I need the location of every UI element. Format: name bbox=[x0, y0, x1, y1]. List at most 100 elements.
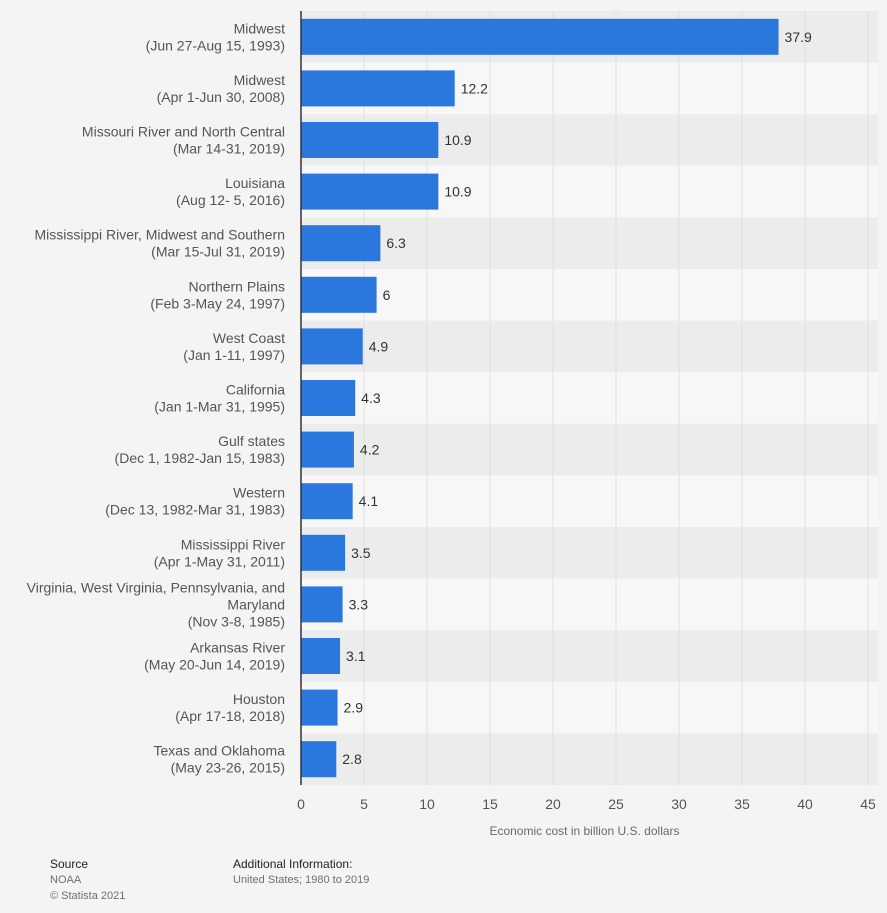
category-label: Western (Dec 13, 1982-Mar 31, 1983) bbox=[105, 485, 285, 518]
bar-chart: 37.9 12.2 10.9 10.9 6.3 6 4.9 4.3 4.2 4.1 3.5 3.3 3.… bbox=[26, 11, 878, 838]
category-label: Virginia, West Virginia, Pennsylvania, a… bbox=[27, 579, 285, 629]
row-band bbox=[301, 475, 878, 527]
category-label: Arkansas River (May 20-Jun 14, 2019) bbox=[144, 640, 285, 673]
value-label: 4.1 bbox=[359, 493, 379, 509]
category-label-line: (Apr 1-Jun 30, 2008) bbox=[157, 89, 285, 105]
category-label-line: (Apr 17-18, 2018) bbox=[175, 708, 285, 724]
x-tick-label: 5 bbox=[360, 796, 368, 812]
additional-info-block: Additional Information: United States; 1… bbox=[233, 856, 369, 888]
bar bbox=[301, 741, 337, 778]
x-tick-label: 25 bbox=[608, 796, 624, 812]
bar bbox=[301, 122, 439, 158]
category-label-line: Maryland bbox=[227, 596, 285, 612]
value-label: 2.9 bbox=[344, 700, 364, 716]
additional-info-heading: Additional Information: bbox=[233, 857, 353, 871]
value-label: 6 bbox=[383, 287, 391, 303]
category-label: Northern Plains (Feb 3-May 24, 1997) bbox=[150, 278, 285, 311]
row-band bbox=[301, 578, 878, 631]
category-label-line: West Coast bbox=[213, 330, 285, 346]
row-band bbox=[301, 269, 878, 321]
bar bbox=[301, 276, 377, 313]
bar bbox=[301, 70, 455, 107]
category-label-line: California bbox=[226, 382, 285, 398]
x-axis-title: Economic cost in billion U.S. dollars bbox=[489, 824, 679, 838]
category-label: West Coast (Jan 1-11, 1997) bbox=[183, 330, 285, 363]
x-tick-label: 35 bbox=[734, 796, 750, 812]
category-label-line: Virginia, West Virginia, Pennsylvania, a… bbox=[27, 579, 285, 595]
value-label: 37.9 bbox=[785, 29, 812, 45]
value-label: 2.8 bbox=[342, 751, 362, 767]
row-band bbox=[301, 527, 878, 579]
x-tick-label: 20 bbox=[545, 796, 561, 812]
row-band bbox=[301, 733, 878, 785]
x-tick-label: 0 bbox=[297, 796, 305, 812]
bar bbox=[301, 328, 363, 365]
category-label-line: Louisiana bbox=[225, 175, 285, 191]
value-label: 10.9 bbox=[444, 184, 471, 200]
row-band bbox=[301, 681, 878, 734]
category-label-line: (Apr 1-May 31, 2011) bbox=[154, 553, 285, 569]
category-label-line: (Dec 1, 1982-Jan 15, 1983) bbox=[115, 450, 285, 466]
row-band bbox=[301, 423, 878, 476]
value-label: 4.3 bbox=[361, 390, 381, 406]
category-label-line: (Dec 13, 1982-Mar 31, 1983) bbox=[105, 502, 285, 518]
category-label: Louisiana (Aug 12- 5, 2016) bbox=[176, 175, 285, 208]
category-label: Gulf states (Dec 1, 1982-Jan 15, 1983) bbox=[115, 433, 285, 466]
x-axis-ticks: 0 5 10 15 20 25 30 35 40 45 bbox=[297, 796, 876, 812]
bar bbox=[301, 225, 381, 262]
bar bbox=[301, 380, 356, 416]
additional-info-text: United States; 1980 to 2019 bbox=[233, 874, 370, 886]
source-name: NOAA bbox=[50, 874, 82, 886]
bar bbox=[301, 534, 346, 571]
category-label-line: (May 20-Jun 14, 2019) bbox=[144, 657, 285, 673]
value-label: 4.2 bbox=[360, 442, 380, 458]
bars bbox=[301, 18, 779, 778]
row-band bbox=[301, 217, 878, 269]
category-label: California (Jan 1-Mar 31, 1995) bbox=[154, 382, 285, 415]
category-label: Midwest (Apr 1-Jun 30, 2008) bbox=[157, 72, 286, 105]
row-band bbox=[301, 320, 878, 373]
row-band bbox=[301, 630, 878, 682]
x-tick-label: 15 bbox=[482, 796, 498, 812]
category-label-line: Gulf states bbox=[218, 433, 285, 449]
source-heading: Source bbox=[50, 857, 89, 871]
category-label-line: Western bbox=[233, 485, 285, 501]
category-label-line: (Jan 1-Mar 31, 1995) bbox=[154, 399, 285, 415]
category-label-line: Missouri River and North Central bbox=[82, 124, 285, 140]
bar bbox=[301, 431, 354, 468]
category-labels: Midwest (Jun 27-Aug 15, 1993)Midwest (Apr … bbox=[27, 20, 286, 775]
source-block: Source NOAA © Statista 2021 bbox=[50, 856, 125, 904]
category-label: Mississippi River (Apr 1-May 31, 2011) bbox=[154, 536, 286, 569]
category-label: Houston (Apr 17-18, 2018) bbox=[175, 691, 285, 724]
category-label-line: Mississippi River bbox=[181, 536, 286, 552]
value-labels: 37.9 12.2 10.9 10.9 6.3 6 4.9 4.3 4.2 4.1 3.5 3.3 3.… bbox=[342, 29, 812, 767]
category-label-line: (Jan 1-11, 1997) bbox=[183, 347, 285, 363]
category-label-line: Arkansas River bbox=[190, 640, 285, 656]
value-label: 3.1 bbox=[346, 648, 366, 664]
category-label-line: Northern Plains bbox=[189, 278, 286, 294]
category-label: Midwest (Jun 27-Aug 15, 1993) bbox=[146, 20, 285, 53]
category-label-line: Midwest bbox=[234, 20, 285, 36]
x-tick-label: 30 bbox=[671, 796, 687, 812]
category-label-line: (Aug 12- 5, 2016) bbox=[176, 192, 285, 208]
row-bands bbox=[301, 11, 878, 785]
bar bbox=[301, 638, 341, 674]
value-label: 12.2 bbox=[461, 80, 488, 96]
bar bbox=[301, 173, 439, 210]
category-label-line: (Mar 15-Jul 31, 2019) bbox=[151, 244, 285, 260]
bar bbox=[301, 689, 338, 726]
value-label: 6.3 bbox=[386, 235, 406, 251]
value-label: 3.5 bbox=[351, 545, 371, 561]
category-label-line: (Nov 3-8, 1985) bbox=[188, 613, 285, 629]
copyright-text: © Statista 2021 bbox=[50, 890, 126, 902]
category-label-line: Mississippi River, Midwest and Southern bbox=[34, 227, 285, 243]
x-tick-label: 40 bbox=[797, 796, 813, 812]
category-label-line: Midwest bbox=[234, 72, 285, 88]
row-band bbox=[301, 372, 878, 424]
category-label-line: (May 23-26, 2015) bbox=[171, 760, 285, 776]
value-label: 3.3 bbox=[349, 596, 369, 612]
bar bbox=[301, 18, 779, 55]
x-tick-label: 45 bbox=[860, 796, 876, 812]
category-label-line: Houston bbox=[233, 691, 285, 707]
